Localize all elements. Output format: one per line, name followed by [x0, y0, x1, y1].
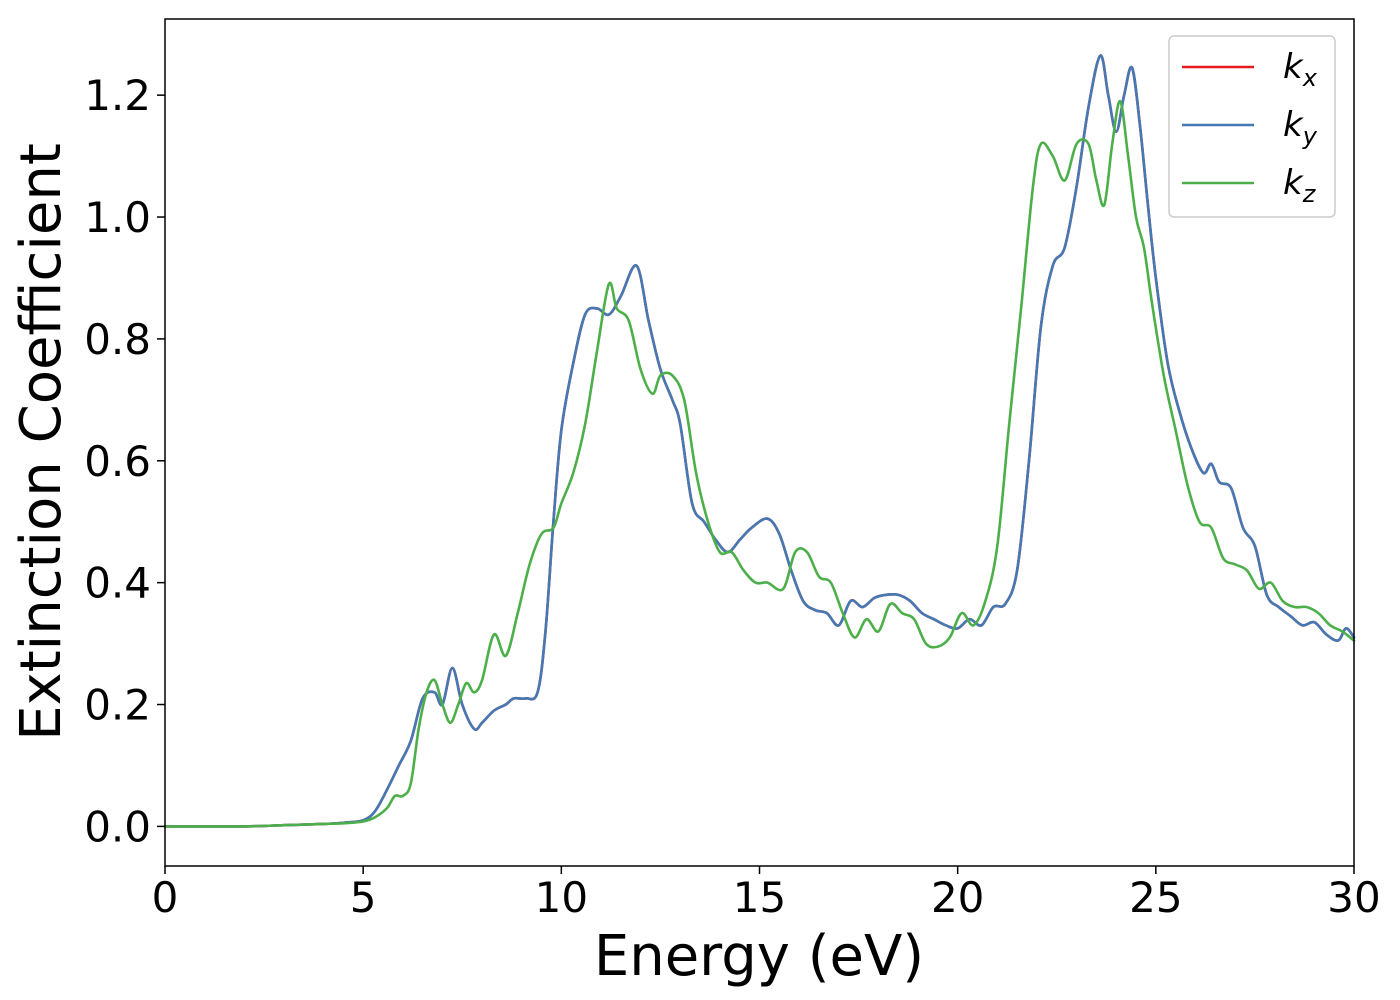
y-tick-label: 1.2 [84, 71, 151, 120]
x-tick-label: 15 [733, 873, 786, 922]
x-axis-label: Energy (eV) [594, 924, 924, 989]
y-tick-label: 0.4 [84, 559, 151, 608]
x-axis-ticks: 0 5 10 15 20 25 30 [152, 866, 1381, 922]
y-tick-label: 0.6 [84, 437, 151, 486]
legend-box [1168, 35, 1336, 218]
y-axis-label: Extinction Coefficient [9, 143, 74, 741]
series-line-kz [163, 99, 1356, 828]
x-tick-label: 30 [1327, 873, 1380, 922]
x-tick-label: 25 [1129, 873, 1182, 922]
series-line-ky [163, 54, 1356, 828]
x-tick-label: 0 [152, 873, 179, 922]
y-tick-label: 0.8 [84, 315, 151, 364]
plot-area [165, 19, 1354, 866]
y-tick-label: 0.2 [84, 681, 151, 730]
y-tick-label: 1.0 [84, 193, 151, 242]
y-tick-label: 0.0 [84, 802, 151, 851]
x-tick-label: 10 [535, 873, 588, 922]
x-tick-label: 5 [350, 873, 377, 922]
y-axis-ticks: 0.0 0.2 0.4 0.6 0.8 1.0 1.2 [84, 71, 165, 851]
x-tick-label: 20 [931, 873, 984, 922]
series-layer [163, 54, 1356, 828]
